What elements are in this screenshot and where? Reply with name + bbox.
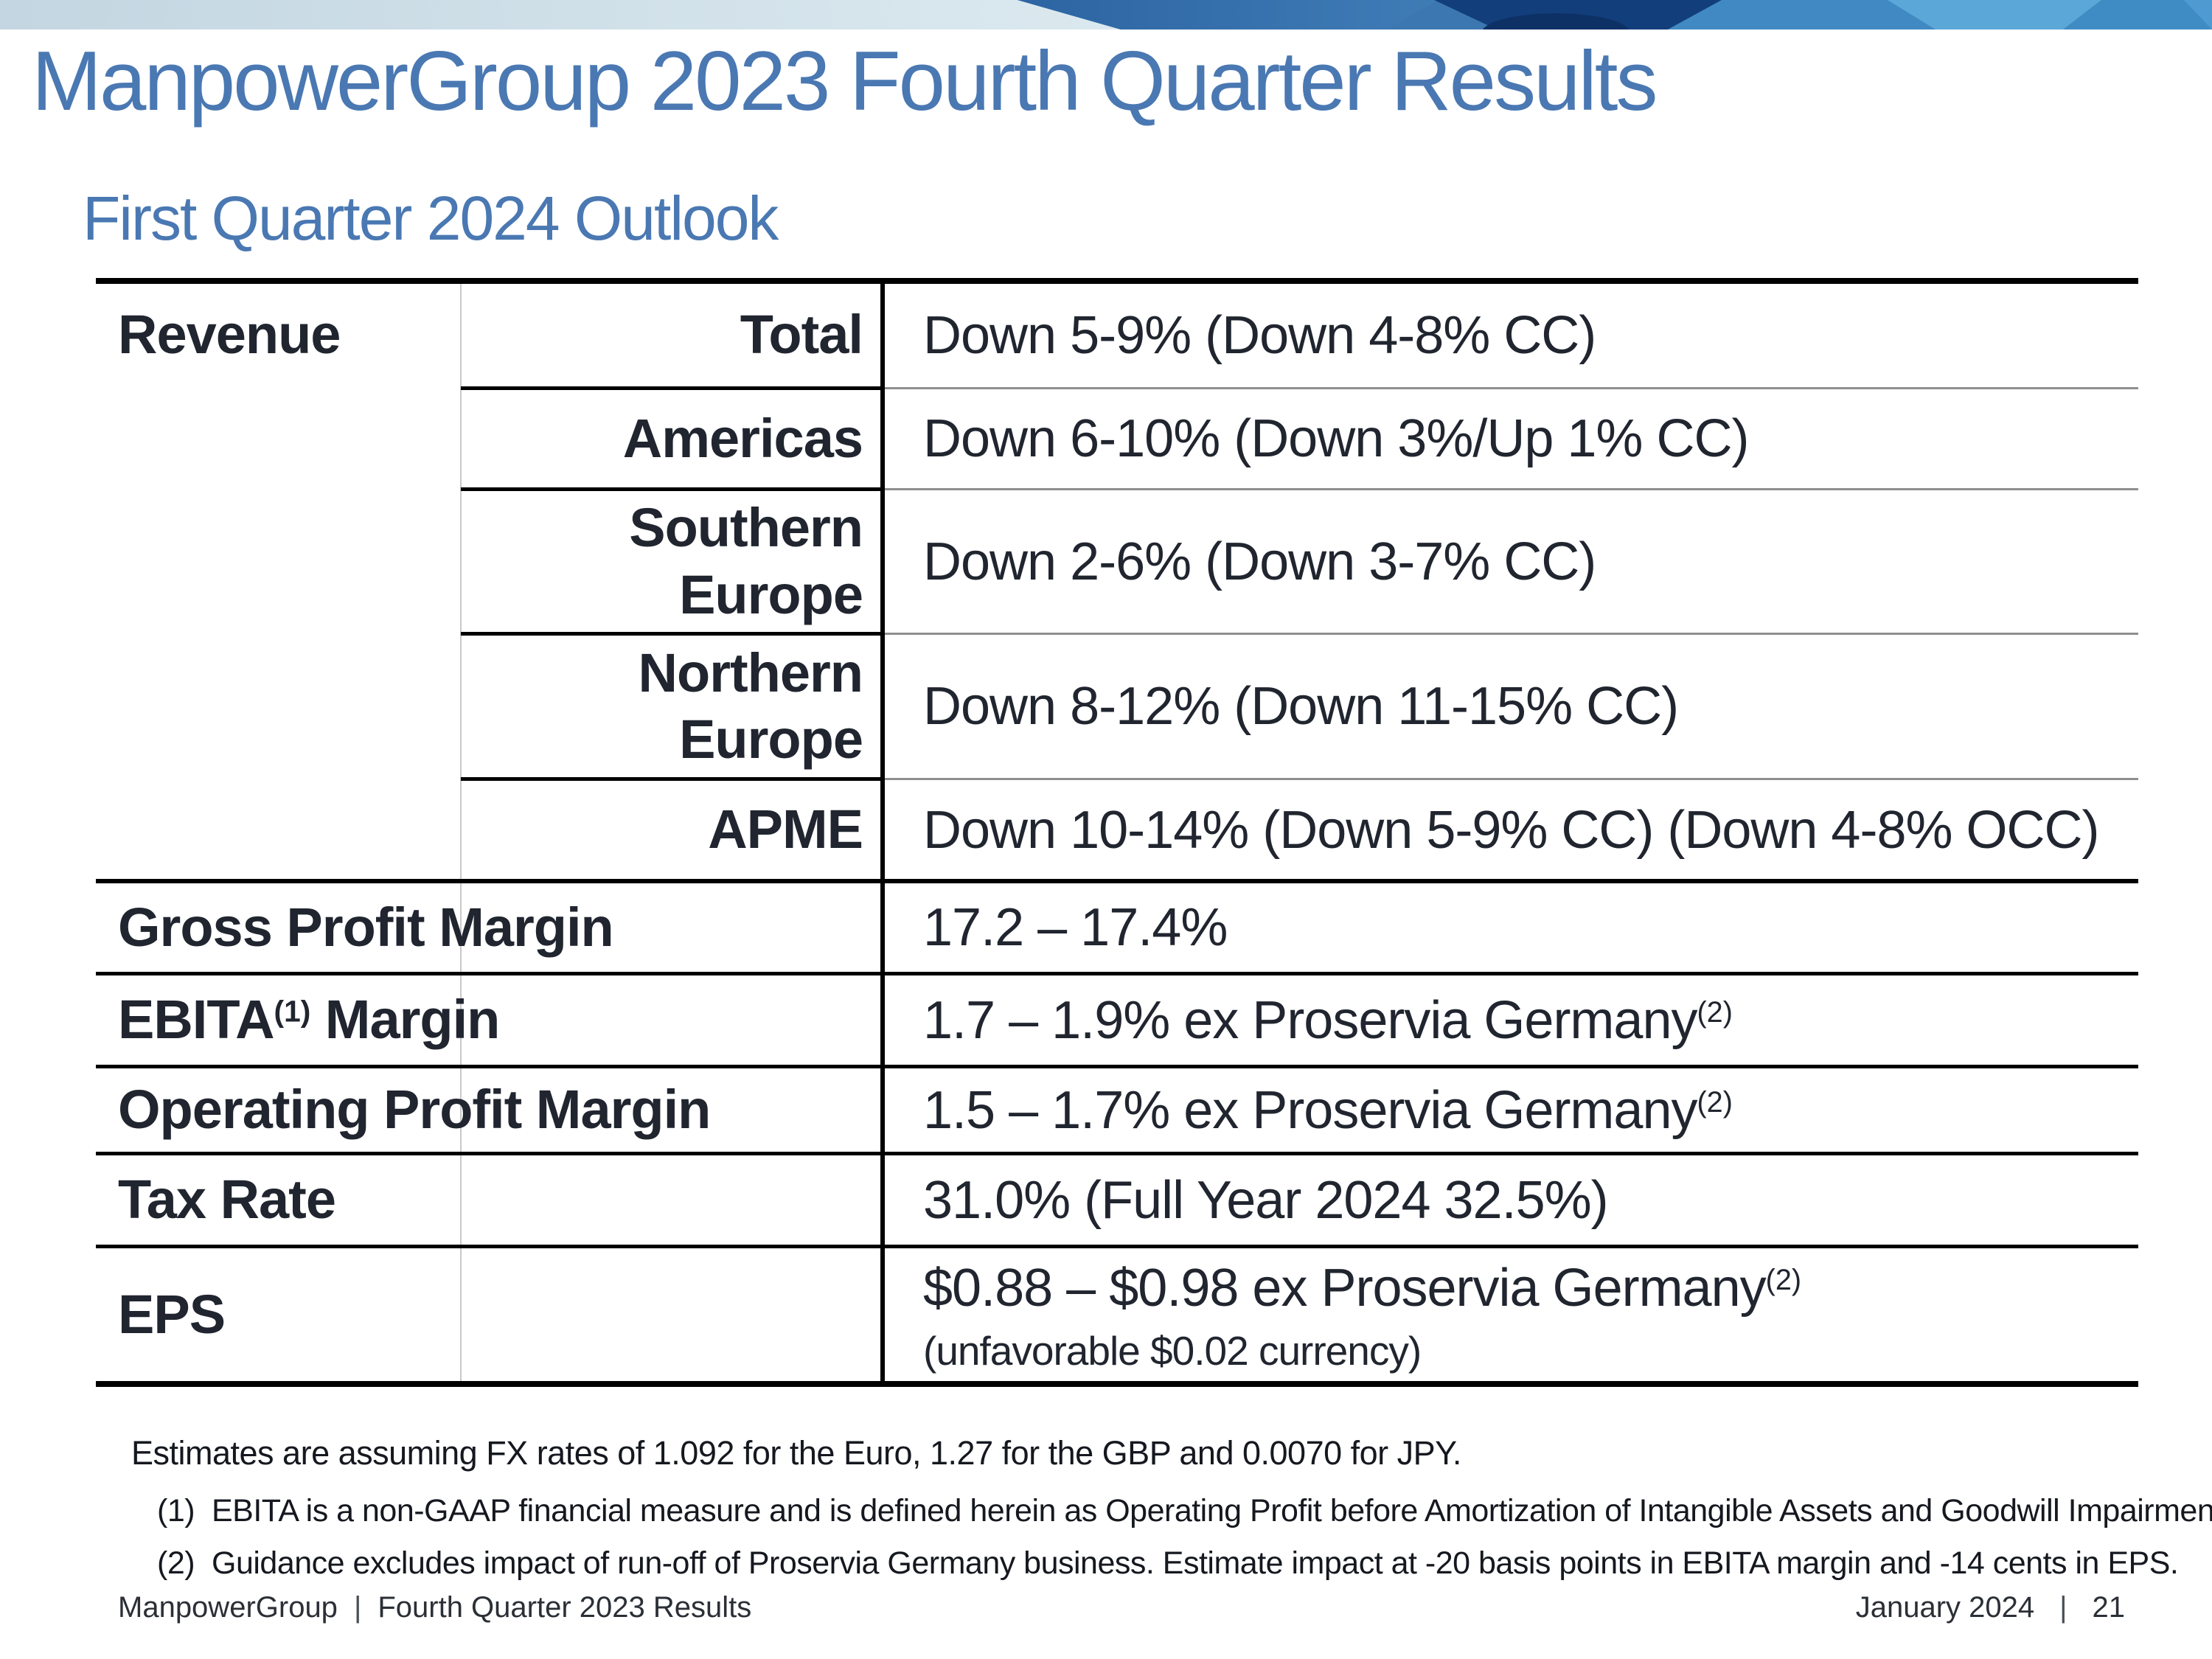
row-label-revenue: Revenue xyxy=(118,284,442,386)
footnote-2: (2) Guidance excludes impact of run-off … xyxy=(157,1545,2179,1582)
row-label-eps: EPS xyxy=(118,1248,863,1381)
row-divider xyxy=(885,778,2138,780)
footnote-number: (2) xyxy=(157,1545,195,1581)
value-cell-northern-europe: Down 8-12% (Down 11-15% CC) xyxy=(923,636,2118,777)
row-divider xyxy=(885,633,2138,635)
value-cell-total: Down 5-9% (Down 4-8% CC) xyxy=(923,284,2118,386)
value-main: 1.7 – 1.9% ex Proservia Germany xyxy=(923,990,1697,1050)
row-divider xyxy=(885,488,2138,490)
value-cell-ebita-margin: 1.7 – 1.9% ex Proservia Germany(2) xyxy=(923,975,2118,1065)
label-text: EBITA xyxy=(118,989,275,1051)
row-divider xyxy=(96,972,2138,975)
row-divider xyxy=(461,487,881,491)
footnote-number: (1) xyxy=(157,1493,195,1528)
row-label-tax-rate: Tax Rate xyxy=(118,1155,863,1245)
footer-page-number: 21 xyxy=(2092,1591,2126,1624)
footnote-ref-2: (2) xyxy=(1697,1085,1733,1119)
value-text: 17.2 – 17.4% xyxy=(923,898,1228,957)
footnote-ref-2: (2) xyxy=(1765,1264,1802,1297)
footer-brand: ManpowerGroup xyxy=(118,1591,338,1624)
revenue-label: Revenue xyxy=(118,304,341,366)
header-band-decoration xyxy=(0,0,2212,29)
footer-separator: | xyxy=(353,1591,362,1624)
value-text: Down 8-12% (Down 11-15% CC) xyxy=(923,677,1679,736)
value-cell-southern-europe: Down 2-6% (Down 3-7% CC) xyxy=(923,491,2118,632)
row-divider xyxy=(461,632,881,636)
footer-right: January 2024 | 21 xyxy=(1856,1591,2125,1624)
value-cell-tax-rate: 31.0% (Full Year 2024 32.5%) xyxy=(923,1155,2118,1245)
region-cell-apme: APME xyxy=(461,781,863,879)
row-divider xyxy=(96,1065,2138,1068)
table-top-border xyxy=(96,278,2138,284)
row-label-operating-profit-margin: Operating Profit Margin xyxy=(118,1068,863,1152)
footnote-1: (1) EBITA is a non-GAAP financial measur… xyxy=(157,1493,2212,1529)
footer-separator: | xyxy=(2059,1591,2067,1624)
footer-document-title: Fourth Quarter 2023 Results xyxy=(378,1591,752,1624)
region-label: Americas xyxy=(622,407,863,469)
value-cell-eps: $0.88 – $0.98 ex Proservia Germany(2) (u… xyxy=(923,1248,2118,1381)
footnote-text: Guidance excludes impact of run-off of P… xyxy=(212,1545,2179,1581)
footnote-ref-1: (1) xyxy=(274,994,311,1029)
footer-left: ManpowerGroup | Fourth Quarter 2023 Resu… xyxy=(118,1591,751,1624)
value-text: 1.5 – 1.7% ex Proservia Germany(2) xyxy=(923,1077,1733,1144)
row-label: Tax Rate xyxy=(118,1169,336,1231)
value-secondary: (unfavorable $0.02 currency) xyxy=(923,1328,1422,1374)
faint-column-line xyxy=(460,284,462,1381)
row-label: EPS xyxy=(118,1283,226,1345)
row-divider xyxy=(96,879,2138,883)
value-cell-apme: Down 10-14% (Down 5-9% CC) (Down 4-8% OC… xyxy=(923,781,2118,879)
value-text: Down 6-10% (Down 3%/Up 1% CC) xyxy=(923,409,1749,468)
value-cell-gross-profit-margin: 17.2 – 17.4% xyxy=(923,883,2118,972)
row-label: Operating Profit Margin xyxy=(118,1079,711,1141)
value-text: Down 2-6% (Down 3-7% CC) xyxy=(923,532,1596,591)
row-divider xyxy=(461,777,881,781)
region-label: APME xyxy=(708,799,863,860)
outlook-table: Revenue Total Americas Southern Europe N… xyxy=(96,278,2138,1387)
table-bottom-border xyxy=(96,1381,2138,1387)
row-label-gross-profit-margin: Gross Profit Margin xyxy=(118,883,863,972)
row-label: Gross Profit Margin xyxy=(118,896,614,958)
value-text: Down 10-14% (Down 5-9% CC) (Down 4-8% OC… xyxy=(923,800,2099,860)
label-text: Margin xyxy=(310,989,501,1051)
footer-date: January 2024 xyxy=(1855,1591,2035,1624)
column-divider xyxy=(880,278,885,1387)
row-divider xyxy=(96,1245,2138,1248)
row-divider xyxy=(461,386,881,390)
region-label: Southern Europe xyxy=(629,497,863,625)
slide-title: ManpowerGroup 2023 Fourth Quarter Result… xyxy=(32,35,1658,128)
value-text: 1.7 – 1.9% ex Proservia Germany(2) xyxy=(923,987,1733,1054)
value-cell-americas: Down 6-10% (Down 3%/Up 1% CC) xyxy=(923,390,2118,487)
region-label: Total xyxy=(740,304,863,366)
value-text: Down 5-9% (Down 4-8% CC) xyxy=(923,305,1596,365)
region-cell-northern-europe: Northern Europe xyxy=(461,636,863,777)
fx-assumption-note: Estimates are assuming FX rates of 1.092… xyxy=(131,1434,1461,1472)
value-text: 31.0% (Full Year 2024 32.5%) xyxy=(923,1170,1609,1230)
region-label: Northern Europe xyxy=(638,641,863,770)
region-cell-americas: Americas xyxy=(461,390,863,487)
slide-subtitle: First Quarter 2024 Outlook xyxy=(83,184,779,253)
value-main: 1.5 – 1.7% ex Proservia Germany xyxy=(923,1080,1697,1140)
value-text: $0.88 – $0.98 ex Proservia Germany(2) xyxy=(923,1255,1801,1321)
footnote-ref-2: (2) xyxy=(1697,995,1733,1029)
row-divider xyxy=(96,1152,2138,1155)
row-divider xyxy=(885,387,2138,389)
region-cell-southern-europe: Southern Europe xyxy=(461,491,863,632)
region-cell-total: Total xyxy=(461,284,863,386)
row-label: EBITA(1) Margin xyxy=(118,987,501,1053)
value-main: $0.88 – $0.98 ex Proservia Germany xyxy=(923,1259,1767,1318)
value-cell-operating-profit-margin: 1.5 – 1.7% ex Proservia Germany(2) xyxy=(923,1068,2118,1152)
row-label-ebita-margin: EBITA(1) Margin xyxy=(118,975,863,1065)
footnote-text: EBITA is a non-GAAP financial measure an… xyxy=(212,1493,2212,1528)
